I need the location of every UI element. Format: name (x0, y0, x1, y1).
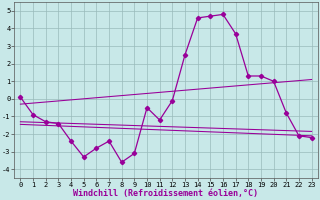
X-axis label: Windchill (Refroidissement éolien,°C): Windchill (Refroidissement éolien,°C) (74, 189, 259, 198)
